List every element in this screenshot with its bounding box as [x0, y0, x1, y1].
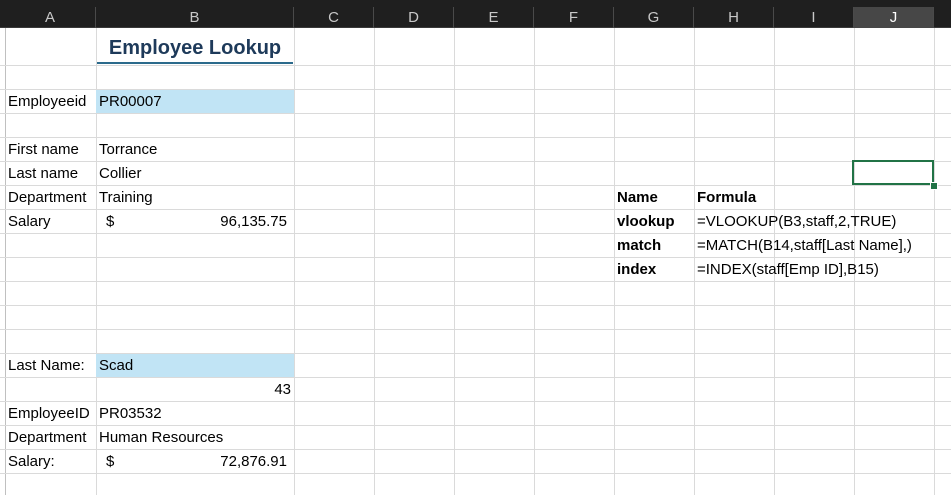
employee-id-value[interactable]: PR03532 — [96, 402, 165, 425]
formula-text-match[interactable]: =MATCH(B14,staff[Last Name],) — [694, 234, 915, 257]
column-header-e[interactable]: E — [454, 7, 534, 28]
formula-text-index[interactable]: =INDEX(staff[Emp ID],B15) — [694, 258, 882, 281]
match-result-value[interactable]: 43 — [96, 378, 294, 401]
last-name-search-input[interactable]: Scad — [96, 354, 294, 377]
gridline — [0, 113, 951, 114]
formula-table-name-header: Name — [614, 186, 661, 209]
fill-handle[interactable] — [930, 182, 938, 190]
last-name-value[interactable]: Collier — [96, 162, 145, 185]
department-label-2: Department — [5, 426, 89, 449]
gridline — [0, 65, 951, 66]
department-label: Department — [5, 186, 89, 209]
column-header-i[interactable]: I — [774, 7, 854, 28]
formula-name-match: match — [614, 234, 664, 257]
column-header-j[interactable]: J — [854, 7, 934, 28]
department-value-2[interactable]: Human Resources — [96, 426, 226, 449]
column-header-b[interactable]: B — [96, 7, 294, 28]
column-header-a[interactable]: A — [5, 7, 96, 28]
employeeid-input[interactable]: PR00007 — [96, 90, 294, 113]
column-header-f[interactable]: F — [534, 7, 614, 28]
last-name-search-label: Last Name: — [5, 354, 88, 377]
formula-name-index: index — [614, 258, 659, 281]
active-cell-selection[interactable] — [852, 160, 934, 185]
formula-name-vlookup: vlookup — [614, 210, 678, 233]
column-header-d[interactable]: D — [374, 7, 454, 28]
gridline — [0, 473, 951, 474]
salary-label-2: Salary: — [5, 450, 58, 473]
salary-label: Salary — [5, 210, 54, 233]
employeeid-label: Employeeid — [5, 90, 89, 113]
last-name-label: Last name — [5, 162, 81, 185]
column-header-h[interactable]: H — [694, 7, 774, 28]
gridline — [0, 305, 951, 306]
formula-text-vlookup[interactable]: =VLOOKUP(B3,staff,2,TRUE) — [694, 210, 899, 233]
column-header-g[interactable]: G — [614, 7, 694, 28]
column-header-c[interactable]: C — [294, 7, 374, 28]
page-title: Employee Lookup — [97, 32, 293, 64]
first-name-value[interactable]: Torrance — [96, 138, 160, 161]
salary-value[interactable]: 96,135.75 — [96, 210, 290, 233]
first-name-label: First name — [5, 138, 82, 161]
formula-table-formula-header: Formula — [694, 186, 759, 209]
department-value[interactable]: Training — [96, 186, 156, 209]
gridline — [0, 281, 951, 282]
salary-value-2[interactable]: 72,876.91 — [96, 450, 290, 473]
employee-id-label: EmployeeID — [5, 402, 93, 425]
gridline — [0, 329, 951, 330]
